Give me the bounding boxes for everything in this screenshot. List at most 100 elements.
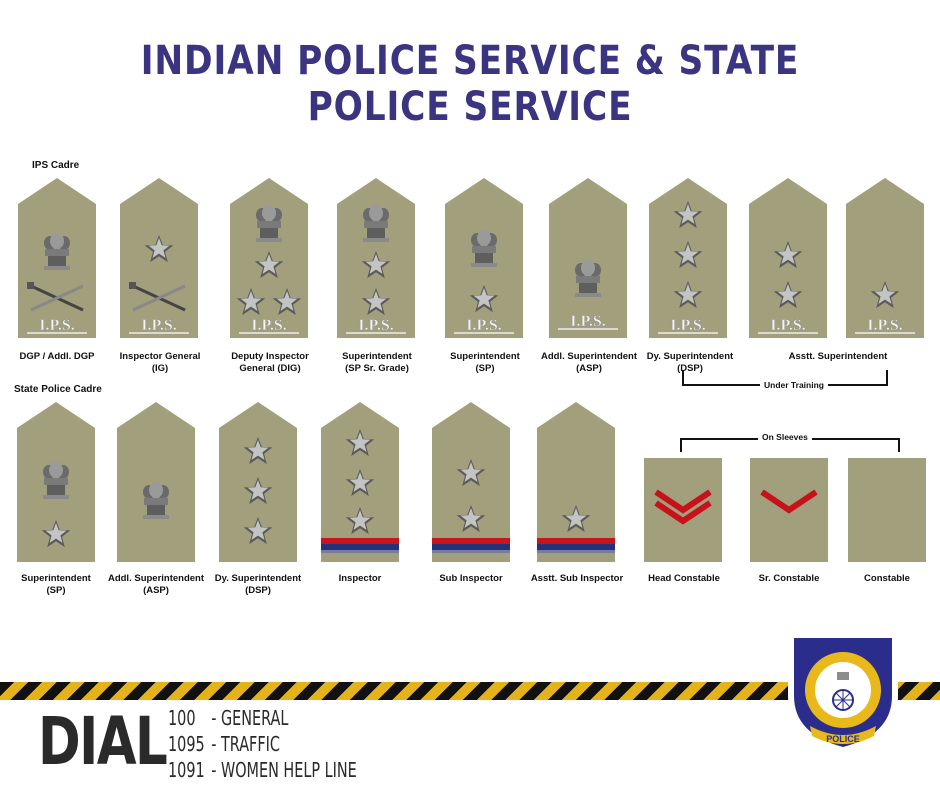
rank-caption: Deputy Inspector General (DIG) (231, 351, 309, 374)
helpline-number: 100 (168, 706, 196, 730)
dial-word: DIAL (38, 703, 168, 780)
rank-caption: Addl. Superintendent (ASP) (540, 351, 638, 374)
star-icon (673, 201, 703, 229)
helpline-number: 1095 (168, 732, 205, 756)
svg-text:I.P.S.: I.P.S. (867, 317, 902, 334)
ashoka-emblem-icon (471, 230, 497, 267)
shoulder-strap: I.P.S. (120, 178, 198, 338)
hazard-stripe (0, 682, 940, 700)
rank-caption: Inspector General (IG) (119, 351, 201, 374)
helpline-traffic: 1095- TRAFFIC (168, 732, 280, 756)
star-icon (361, 288, 391, 316)
shoulder-strap: I.P.S. (649, 178, 727, 338)
sleeve-patch (848, 458, 926, 562)
rank-caption: Constable (864, 573, 910, 584)
shoulder-strap: I.P.S. (337, 178, 415, 338)
star-icon (469, 285, 499, 313)
sleeve-patch (750, 458, 828, 562)
ips-plate: I.P.S. (855, 317, 915, 334)
ashoka-emblem-icon (256, 205, 282, 242)
shoulder-strap: I.P.S. (749, 178, 827, 338)
rank-caption: Dy. Superintendent (DSP) (646, 351, 734, 374)
shoulder-strap: I.P.S. (18, 178, 96, 338)
rank-caption: DGP / Addl. DGP (19, 351, 95, 362)
star-icon (345, 469, 375, 497)
shoulder-strap (17, 402, 95, 562)
helpline-label: - TRAFFIC (211, 732, 280, 756)
star-icon (236, 288, 266, 316)
rank-caption: Superintendent (SP) (450, 351, 520, 374)
shoulder-strap (117, 402, 195, 562)
svg-text:I.P.S.: I.P.S. (670, 317, 705, 334)
state-cadre-label: State Police Cadre (14, 384, 102, 395)
ips-plate: I.P.S. (558, 313, 618, 330)
star-icon (673, 281, 703, 309)
star-icon (456, 459, 486, 487)
shoulder-strap (537, 402, 615, 562)
helpline-label: - GENERAL (211, 706, 289, 730)
ips-plate: I.P.S. (758, 317, 818, 334)
rank-caption: Sr. Constable (758, 573, 820, 584)
star-icon (345, 507, 375, 535)
crossed-sword-baton-icon (27, 282, 84, 312)
ips-plate: I.P.S. (454, 317, 514, 334)
star-icon (361, 251, 391, 279)
shoulder-strap: I.P.S. (230, 178, 308, 338)
shoulder-strap (432, 402, 510, 562)
crossed-sword-baton-icon (129, 282, 186, 312)
svg-text:I.P.S.: I.P.S. (251, 317, 286, 334)
ips-cadre-label: IPS Cadre (32, 160, 80, 171)
shoulder-strap: I.P.S. (445, 178, 523, 338)
chevron-icon (760, 489, 818, 514)
ips-plate: I.P.S. (658, 317, 718, 334)
shoulder-strap (321, 402, 399, 562)
on-sleeves-label: On Sleeves (758, 432, 812, 442)
rank-caption: Inspector (338, 573, 382, 584)
helpline-number: 1091 (168, 758, 205, 782)
star-icon (254, 251, 284, 279)
ribbon-stripe (321, 538, 399, 553)
rank-caption: Asstt. Superintendent (788, 351, 888, 362)
svg-text:I.P.S.: I.P.S. (570, 313, 605, 330)
ashoka-emblem-icon (44, 233, 70, 270)
ashoka-emblem-icon (363, 205, 389, 242)
chevron-icon (654, 489, 712, 525)
helpline-label: - WOMEN HELP LINE (211, 758, 357, 782)
rank-caption: Asstt. Sub Inspector (530, 573, 624, 584)
shoulder-strap: I.P.S. (549, 178, 627, 338)
star-icon (673, 241, 703, 269)
star-icon (243, 517, 273, 545)
svg-text:I.P.S.: I.P.S. (466, 317, 501, 334)
ashoka-emblem-icon (143, 482, 169, 519)
ashoka-emblem-icon (575, 260, 601, 297)
helpline-women: 1091- WOMEN HELP LINE (168, 758, 357, 782)
star-icon (243, 437, 273, 465)
star-icon (41, 520, 71, 548)
star-icon (243, 477, 273, 505)
svg-text:I.P.S.: I.P.S. (770, 317, 805, 334)
police-badge-icon: POLICE (788, 632, 898, 755)
shoulder-strap: I.P.S. (846, 178, 924, 338)
ribbon-stripe (537, 538, 615, 553)
ips-plate: I.P.S. (129, 317, 189, 334)
star-icon (456, 505, 486, 533)
star-icon (272, 288, 302, 316)
under-training-label: Under Training (760, 380, 828, 390)
page-title: INDIAN POLICE SERVICE & STATE POLICE SER… (140, 38, 800, 130)
rank-caption: Superintendent (SP) (21, 573, 91, 596)
star-icon (773, 281, 803, 309)
rank-caption: Superintendent (SP Sr. Grade) (342, 351, 412, 374)
star-icon (345, 429, 375, 457)
svg-text:I.P.S.: I.P.S. (39, 317, 74, 334)
ips-plate: I.P.S. (27, 317, 87, 334)
ips-plate: I.P.S. (239, 317, 299, 334)
star-icon (144, 235, 174, 263)
rank-caption: Addl. Superintendent (ASP) (107, 573, 205, 596)
sleeve-patch (644, 458, 722, 562)
svg-text:I.P.S.: I.P.S. (141, 317, 176, 334)
helpline-general: 100 - GENERAL (168, 706, 288, 730)
rank-caption: Sub Inspector (439, 573, 503, 584)
rank-caption: Dy. Superintendent (DSP) (214, 573, 302, 596)
shoulder-strap (219, 402, 297, 562)
ips-plate: I.P.S. (346, 317, 406, 334)
